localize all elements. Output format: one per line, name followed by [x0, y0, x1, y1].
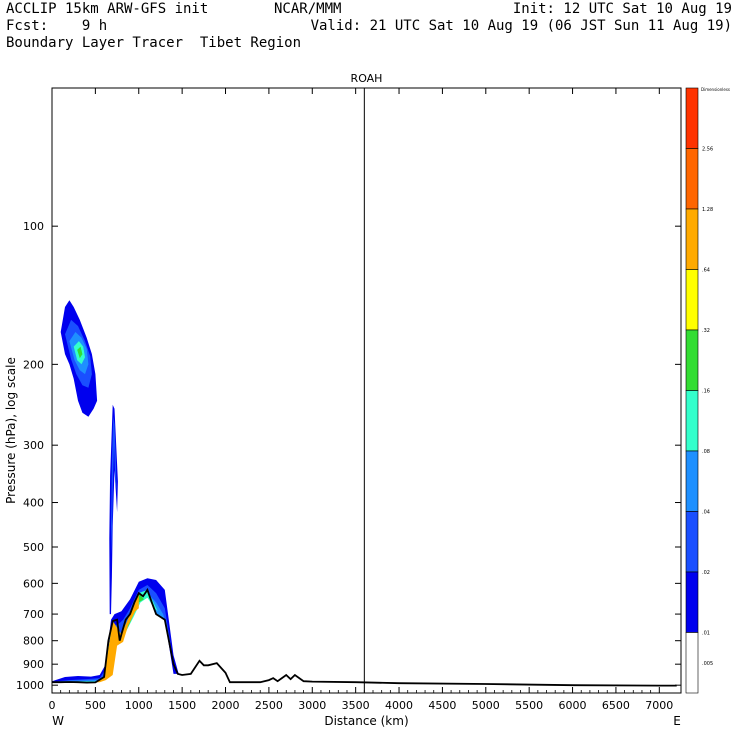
colorbar-tick-label: 1.28 [702, 207, 713, 213]
colorbar-swatch [685, 450, 699, 512]
colorbar-tick-label: .32 [702, 328, 710, 334]
y-tick-label: 200 [23, 358, 44, 371]
header-org: NCAR/MMM [274, 1, 342, 17]
colorbar-swatch [685, 390, 699, 452]
colorbar-tick-label: .02 [702, 570, 710, 576]
colorbar-unit-label: Dimensionless [701, 87, 730, 92]
terrain-line [52, 587, 677, 687]
colorbar-swatch [685, 269, 699, 331]
x-tick-label: 6500 [602, 699, 630, 712]
colorbar-tick-label: .64 [702, 268, 710, 274]
colorbar-tick-label: .005 [702, 661, 713, 667]
colorbar-tick-label: .08 [702, 449, 710, 455]
x-tick-label: 5000 [472, 699, 500, 712]
x-axis-west-label: W [52, 714, 64, 728]
header-forecast-hour: Fcst: 9 h [6, 18, 108, 34]
colorbar-tick-label: .16 [702, 389, 710, 395]
x-tick-label: 0 [49, 699, 56, 712]
header-valid-time: Valid: 21 UTC Sat 10 Aug 19 (06 JST Sun … [310, 18, 732, 34]
colorbar-swatch [685, 632, 699, 694]
x-tick-label: 1500 [168, 699, 196, 712]
colorbar-swatch [685, 148, 699, 210]
tracer-areas [52, 300, 179, 683]
tracer-area-5 [65, 593, 139, 683]
y-tick-label: 1000 [16, 679, 44, 692]
plot-frame [51, 87, 682, 694]
y-tick-label: 400 [23, 497, 44, 510]
colorbar-tick-label: .04 [702, 510, 710, 516]
colorbar-swatch [685, 208, 699, 270]
x-tick-label: 3000 [298, 699, 326, 712]
y-axis: 100 200 300 400 500 600 700 800 900 1000 [16, 220, 681, 692]
tracer-area-7 [111, 416, 117, 555]
y-axis-label: Pressure (hPa), log scale [4, 357, 18, 504]
colorbar-swatch [685, 571, 699, 633]
colorbar-swatch [685, 511, 699, 573]
colorbar-swatch [685, 329, 699, 391]
x-tick-label: 4000 [385, 699, 413, 712]
y-tick-label: 100 [23, 220, 44, 233]
x-tick-label: 2000 [212, 699, 240, 712]
colorbar-tick-label: 2.56 [702, 147, 713, 153]
y-tick-label: 600 [23, 577, 44, 590]
colorbar-swatch [685, 87, 699, 149]
y-tick-label: 700 [23, 608, 44, 621]
x-axis-east-label: E [673, 714, 681, 728]
x-axis-label: Distance (km) [324, 714, 408, 728]
y-tick-label: 500 [23, 541, 44, 554]
y-tick-label: 300 [23, 439, 44, 452]
colorbar: 2.56 1.28 .64 .32 .16 .08 .04 .02 .01 .005 [685, 87, 713, 694]
x-tick-label: 1000 [125, 699, 153, 712]
x-tick-label: 2500 [255, 699, 283, 712]
x-tick-label: 5500 [515, 699, 543, 712]
x-tick-label: 3500 [342, 699, 370, 712]
y-tick-label: 800 [23, 635, 44, 648]
colorbar-tick-label: .01 [702, 631, 710, 637]
header-init-time: Init: 12 UTC Sat 10 Aug 19 [512, 1, 732, 17]
header-model-title: ACCLIP 15km ARW-GFS init [6, 1, 209, 17]
tracer-area-12 [77, 346, 83, 359]
x-axis: 0 500 1000 1500 2000 2500 3000 3500 4000 4500 5000… [49, 88, 673, 712]
x-tick-label: 500 [85, 699, 106, 712]
x-tick-label: 6000 [559, 699, 587, 712]
x-tick-label: 4500 [428, 699, 456, 712]
header-field-name: Boundary Layer Tracer Tibet Region [6, 35, 302, 51]
x-tick-label: 7000 [645, 699, 673, 712]
chart-title: ROAH [351, 72, 383, 85]
y-tick-label: 900 [23, 658, 44, 671]
